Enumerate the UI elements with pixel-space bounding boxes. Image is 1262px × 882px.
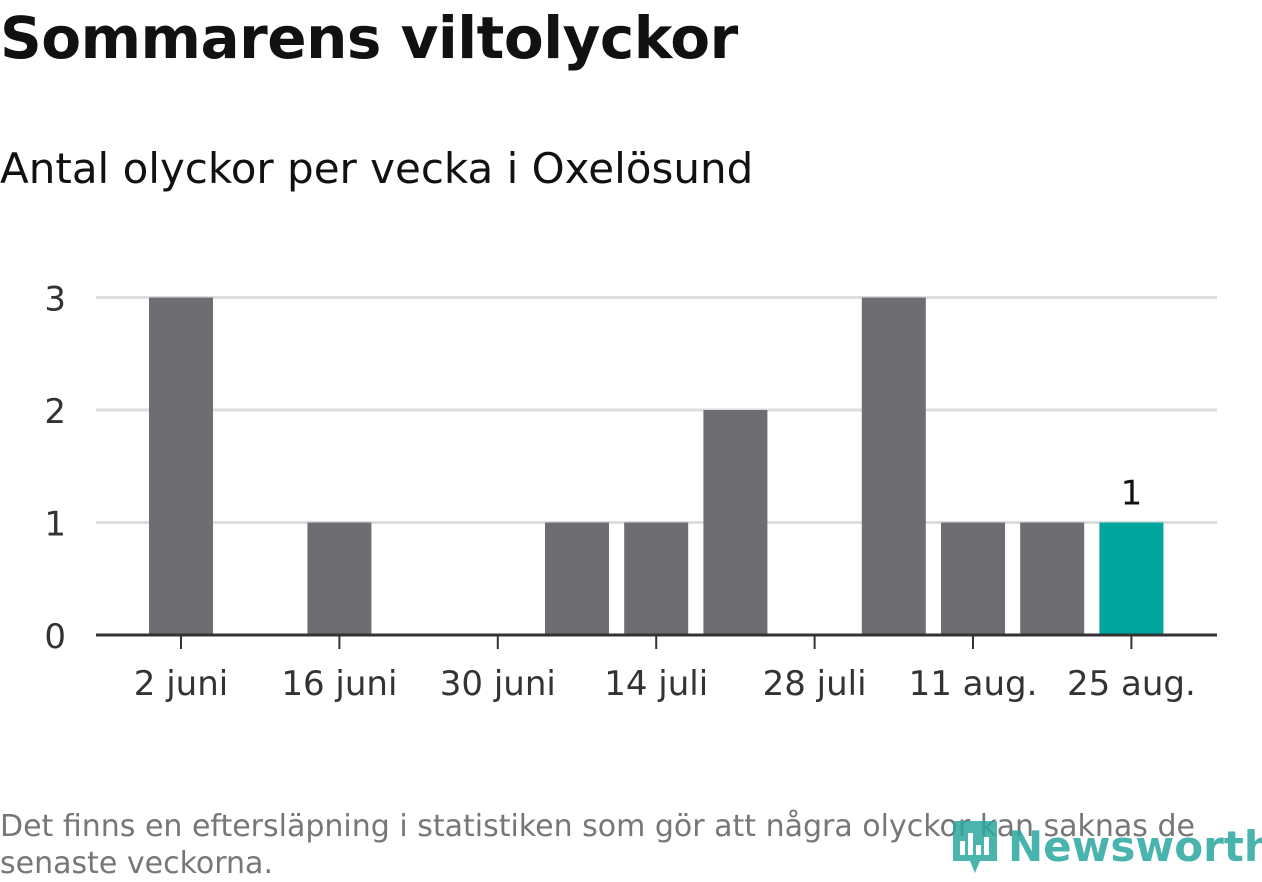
bar (307, 522, 372, 635)
newsworthy-logo-icon (953, 821, 997, 873)
bar (545, 522, 609, 635)
y-tick-label: 3 (44, 280, 66, 320)
x-axis-tick-labels: 2 juni 16 juni 30 juni 14 juli 28 juli 11 aug… (134, 635, 1196, 704)
bar-highlight (1099, 522, 1164, 635)
y-tick-label: 1 (44, 505, 66, 545)
x-tick-label: 30 juni (440, 664, 556, 704)
y-tick-label: 2 (44, 392, 66, 432)
data-labels: 1 (1121, 474, 1143, 514)
chart-subtitle: Antal olyckor per vecka i Oxelösund (0, 144, 754, 193)
x-tick-label: 14 juli (604, 664, 708, 704)
x-tick-label: 2 juni (134, 664, 228, 704)
chart-title: Sommarens viltolyckor (0, 4, 738, 72)
x-tick-label: 16 juni (281, 664, 397, 704)
newsworthy-logo-text: Newsworthy (1008, 821, 1262, 871)
x-tick-label: 25 aug. (1067, 664, 1196, 704)
newsworthy-logo: Newsworthy (950, 818, 1262, 874)
bar (149, 297, 213, 635)
bar (861, 297, 926, 635)
grid-lines (96, 296, 1217, 524)
y-axis-tick-labels: 0 1 2 3 (44, 280, 66, 658)
data-label: 1 (1121, 474, 1143, 514)
bars (149, 297, 1164, 635)
x-tick-label: 28 juli (763, 664, 867, 704)
x-tick-label: 11 aug. (909, 664, 1038, 704)
y-tick-label: 0 (44, 617, 66, 657)
bar (941, 522, 1005, 635)
bar (1020, 522, 1085, 635)
bar (624, 522, 689, 635)
bar (703, 410, 768, 635)
